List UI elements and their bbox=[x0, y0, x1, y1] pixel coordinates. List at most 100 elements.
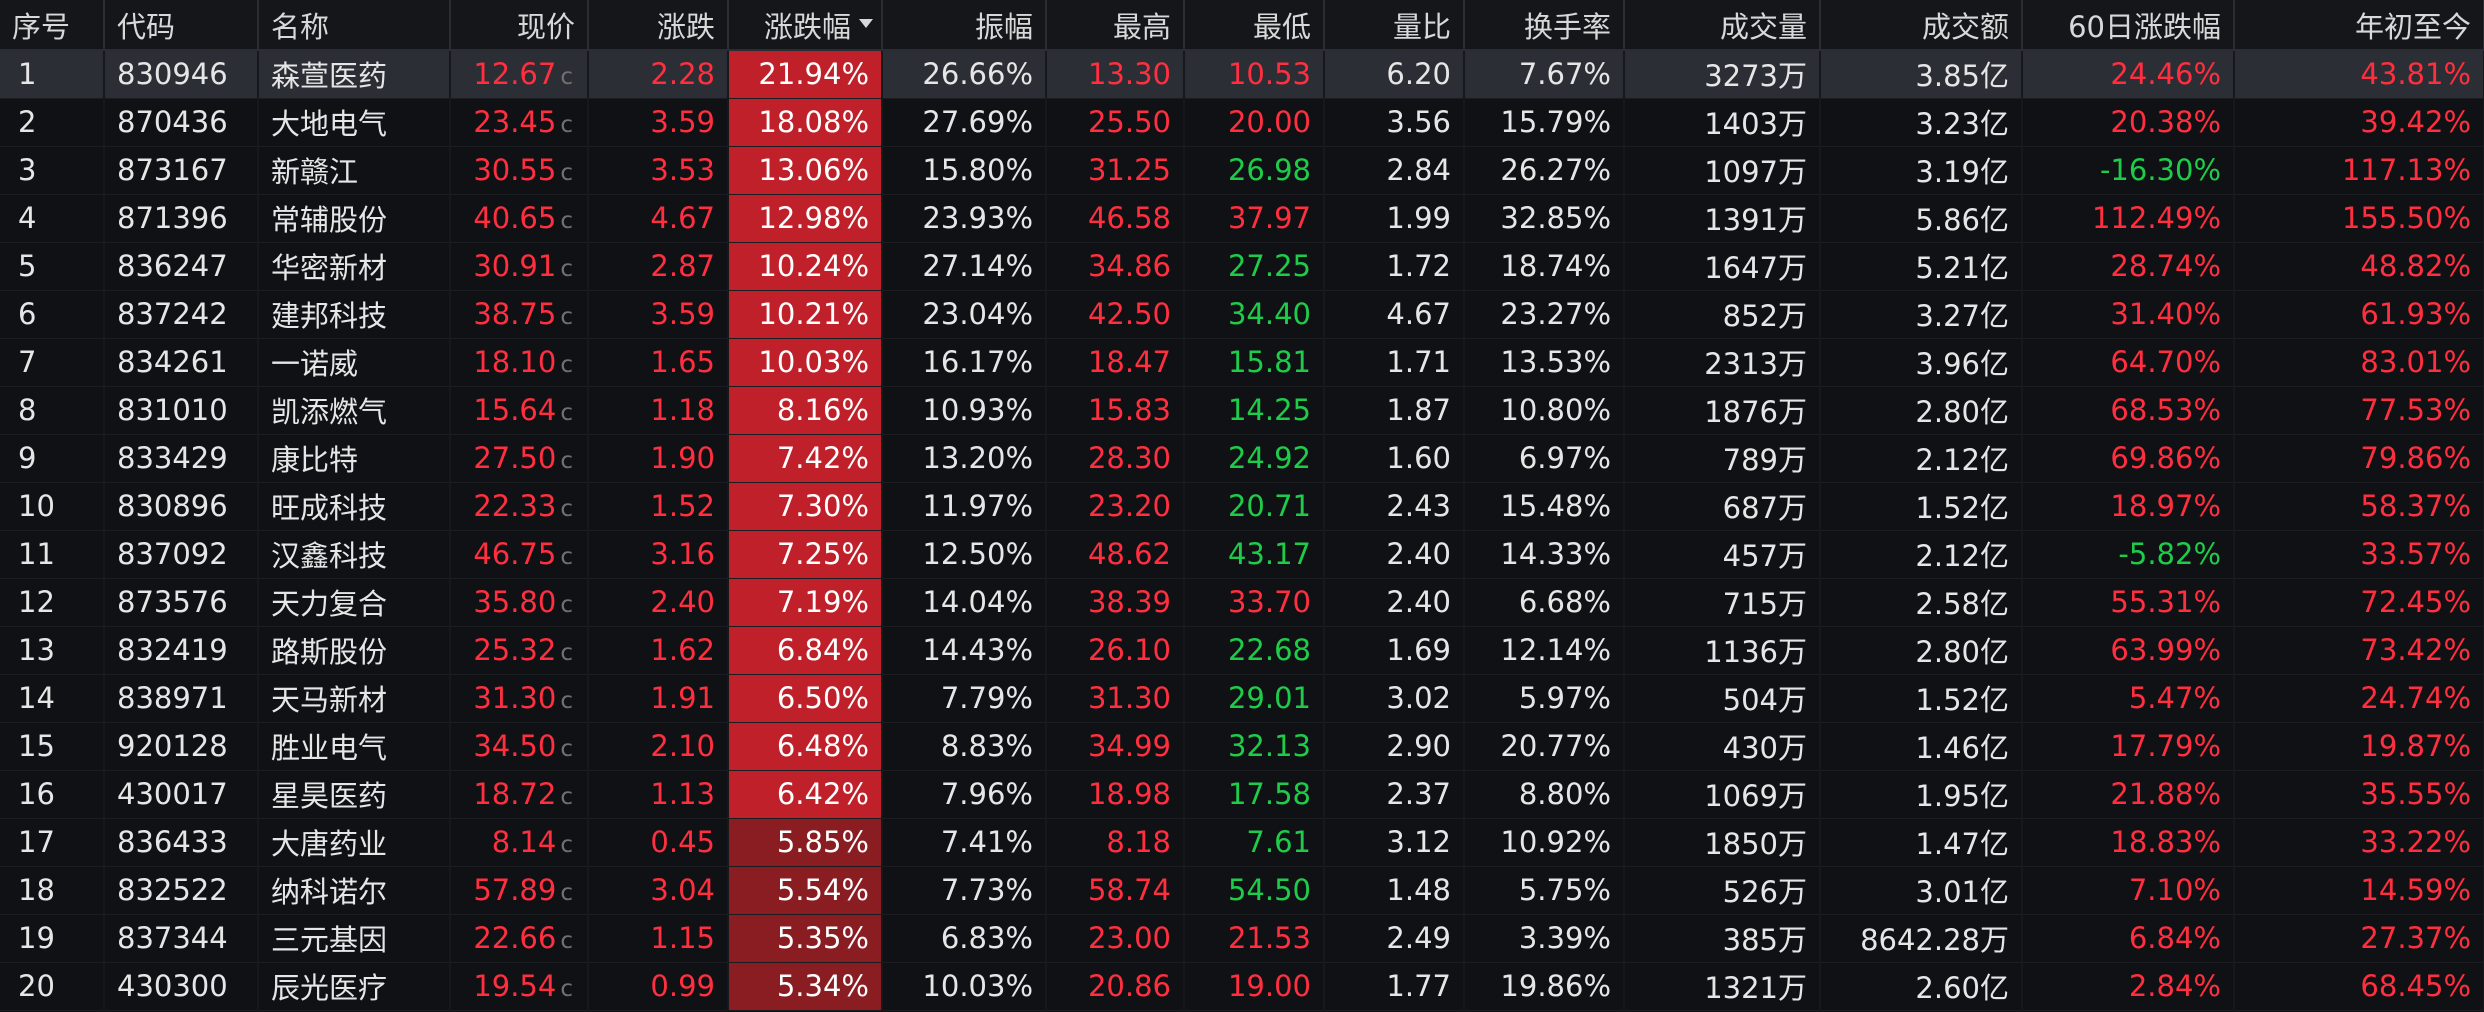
col-header-amount[interactable]: 成交额 bbox=[1820, 0, 2023, 51]
table-row[interactable]: 10 830896 旺成科技 22.33 c 1.52 7.30% 11.97% 23.20 20… bbox=[0, 482, 2484, 531]
col-header-volume[interactable]: 成交量 bbox=[1624, 0, 1821, 51]
cell-60d-change: 17.79% bbox=[2022, 722, 2235, 771]
cell-change-pct: 5.85% bbox=[728, 818, 883, 867]
cell-ytd: 155.50% bbox=[2234, 194, 2484, 243]
table-row[interactable]: 3 873167 新赣江 30.55 c 3.53 13.06% 15.80% 31.25 26.… bbox=[0, 146, 2484, 195]
cell-low: 43.17 bbox=[1184, 530, 1325, 579]
cell-volume-ratio: 6.20 bbox=[1324, 50, 1465, 99]
col-header-amplitude[interactable]: 振幅 bbox=[882, 0, 1047, 51]
cell-price: 8.14 c bbox=[450, 818, 589, 867]
cell-volume: 430万 bbox=[1624, 722, 1821, 771]
col-header-index[interactable]: 序号 bbox=[0, 0, 105, 51]
cell-code: 832522 bbox=[104, 866, 259, 915]
cell-amount: 2.12亿 bbox=[1820, 434, 2023, 483]
cell-amplitude: 14.43% bbox=[882, 626, 1047, 675]
col-header-change[interactable]: 涨跌 bbox=[588, 0, 729, 51]
table-row[interactable]: 7 834261 一诺威 18.10 c 1.65 10.03% 16.17% 18.47 15.… bbox=[0, 338, 2484, 387]
table-row[interactable]: 15 920128 胜业电气 34.50 c 2.10 6.48% 8.83% 34.99 32.… bbox=[0, 722, 2484, 771]
cell-ytd: 77.53% bbox=[2234, 386, 2484, 435]
col-header-price[interactable]: 现价 bbox=[450, 0, 589, 51]
cell-change: 1.90 bbox=[588, 434, 729, 483]
price-suffix: c bbox=[560, 352, 573, 378]
table-row[interactable]: 19 837344 三元基因 22.66 c 1.15 5.35% 6.83% 23.00 21.… bbox=[0, 914, 2484, 963]
cell-ytd: 35.55% bbox=[2234, 770, 2484, 819]
col-header-code[interactable]: 代码 bbox=[104, 0, 259, 51]
cell-change: 1.52 bbox=[588, 482, 729, 531]
price-value: 57.89 bbox=[473, 873, 557, 907]
cell-60d-change: 64.70% bbox=[2022, 338, 2235, 387]
table-row[interactable]: 16 430017 星昊医药 18.72 c 1.13 6.42% 7.96% 18.98 17.… bbox=[0, 770, 2484, 819]
col-header-high[interactable]: 最高 bbox=[1046, 0, 1185, 51]
cell-turnover: 7.67% bbox=[1464, 50, 1625, 99]
col-header-low[interactable]: 最低 bbox=[1184, 0, 1325, 51]
table-row[interactable]: 14 838971 天马新材 31.30 c 1.91 6.50% 7.79% 31.30 29.… bbox=[0, 674, 2484, 723]
price-value: 30.55 bbox=[473, 153, 557, 187]
table-row[interactable]: 11 837092 汉鑫科技 46.75 c 3.16 7.25% 12.50% 48.62 43… bbox=[0, 530, 2484, 579]
table-row[interactable]: 20 430300 辰光医疗 19.54 c 0.99 5.34% 10.03% 20.86 19… bbox=[0, 962, 2484, 1011]
cell-name: 天马新材 bbox=[258, 674, 451, 723]
col-header-ytd[interactable]: 年初至今 bbox=[2234, 0, 2484, 51]
col-header-turnover[interactable]: 换手率 bbox=[1464, 0, 1625, 51]
cell-price: 19.54 c bbox=[450, 962, 589, 1011]
table-row[interactable]: 12 873576 天力复合 35.80 c 2.40 7.19% 14.04% 38.39 33… bbox=[0, 578, 2484, 627]
cell-index: 2 bbox=[0, 98, 105, 147]
cell-price: 25.32 c bbox=[450, 626, 589, 675]
cell-amount: 1.95亿 bbox=[1820, 770, 2023, 819]
table-row[interactable]: 8 831010 凯添燃气 15.64 c 1.18 8.16% 10.93% 15.83 14.… bbox=[0, 386, 2484, 435]
cell-amount: 3.01亿 bbox=[1820, 866, 2023, 915]
price-value: 40.65 bbox=[473, 201, 557, 235]
price-suffix: c bbox=[560, 688, 573, 714]
sort-desc-icon bbox=[859, 19, 873, 28]
cell-turnover: 14.33% bbox=[1464, 530, 1625, 579]
cell-low: 32.13 bbox=[1184, 722, 1325, 771]
cell-low: 17.58 bbox=[1184, 770, 1325, 819]
cell-60d-change: 7.10% bbox=[2022, 866, 2235, 915]
cell-volume-ratio: 1.69 bbox=[1324, 626, 1465, 675]
cell-index: 1 bbox=[0, 50, 105, 99]
cell-volume: 1850万 bbox=[1624, 818, 1821, 867]
cell-amount: 2.80亿 bbox=[1820, 626, 2023, 675]
price-suffix: c bbox=[560, 400, 573, 426]
cell-low: 19.00 bbox=[1184, 962, 1325, 1011]
cell-volume: 385万 bbox=[1624, 914, 1821, 963]
price-suffix: c bbox=[560, 304, 573, 330]
price-suffix: c bbox=[560, 112, 573, 138]
cell-price: 30.91 c bbox=[450, 242, 589, 291]
cell-low: 7.61 bbox=[1184, 818, 1325, 867]
col-header-name[interactable]: 名称 bbox=[258, 0, 451, 51]
table-row[interactable]: 17 836433 大唐药业 8.14 c 0.45 5.85% 7.41% 8.18 7.61 3… bbox=[0, 818, 2484, 867]
table-row[interactable]: 6 837242 建邦科技 38.75 c 3.59 10.21% 23.04% 42.50 34… bbox=[0, 290, 2484, 339]
cell-low: 22.68 bbox=[1184, 626, 1325, 675]
cell-price: 38.75 c bbox=[450, 290, 589, 339]
col-header-volume-ratio[interactable]: 量比 bbox=[1324, 0, 1465, 51]
col-header-change-pct[interactable]: 涨跌幅 bbox=[728, 0, 883, 51]
cell-ytd: 24.74% bbox=[2234, 674, 2484, 723]
table-row[interactable]: 1 830946 森萱医药 12.67 c 2.28 21.94% 26.66% 13.30 10… bbox=[0, 50, 2484, 99]
cell-high: 23.20 bbox=[1046, 482, 1185, 531]
cell-turnover: 26.27% bbox=[1464, 146, 1625, 195]
table-row[interactable]: 18 832522 纳科诺尔 57.89 c 3.04 5.54% 7.73% 58.74 54.… bbox=[0, 866, 2484, 915]
cell-volume-ratio: 1.60 bbox=[1324, 434, 1465, 483]
cell-name: 胜业电气 bbox=[258, 722, 451, 771]
table-row[interactable]: 13 832419 路斯股份 25.32 c 1.62 6.84% 14.43% 26.10 22… bbox=[0, 626, 2484, 675]
cell-high: 31.25 bbox=[1046, 146, 1185, 195]
table-row[interactable]: 9 833429 康比特 27.50 c 1.90 7.42% 13.20% 28.30 24.9… bbox=[0, 434, 2484, 483]
cell-volume-ratio: 2.49 bbox=[1324, 914, 1465, 963]
table-row[interactable]: 2 870436 大地电气 23.45 c 3.59 18.08% 27.69% 25.50 20… bbox=[0, 98, 2484, 147]
table-row[interactable]: 4 871396 常辅股份 40.65 c 4.67 12.98% 23.93% 46.58 37… bbox=[0, 194, 2484, 243]
cell-change: 1.13 bbox=[588, 770, 729, 819]
cell-amount: 3.96亿 bbox=[1820, 338, 2023, 387]
table-row[interactable]: 5 836247 华密新材 30.91 c 2.87 10.24% 27.14% 34.86 27… bbox=[0, 242, 2484, 291]
cell-60d-change: 21.88% bbox=[2022, 770, 2235, 819]
cell-volume-ratio: 1.99 bbox=[1324, 194, 1465, 243]
price-value: 12.67 bbox=[473, 57, 557, 92]
cell-amplitude: 13.20% bbox=[882, 434, 1047, 483]
cell-index: 7 bbox=[0, 338, 105, 387]
cell-name: 大地电气 bbox=[258, 98, 451, 147]
cell-60d-change: 112.49% bbox=[2022, 194, 2235, 243]
cell-code: 873167 bbox=[104, 146, 259, 195]
cell-high: 26.10 bbox=[1046, 626, 1185, 675]
cell-turnover: 18.74% bbox=[1464, 242, 1625, 291]
cell-low: 10.53 bbox=[1184, 50, 1325, 99]
col-header-60d-change[interactable]: 60日涨跌幅 bbox=[2022, 0, 2235, 51]
